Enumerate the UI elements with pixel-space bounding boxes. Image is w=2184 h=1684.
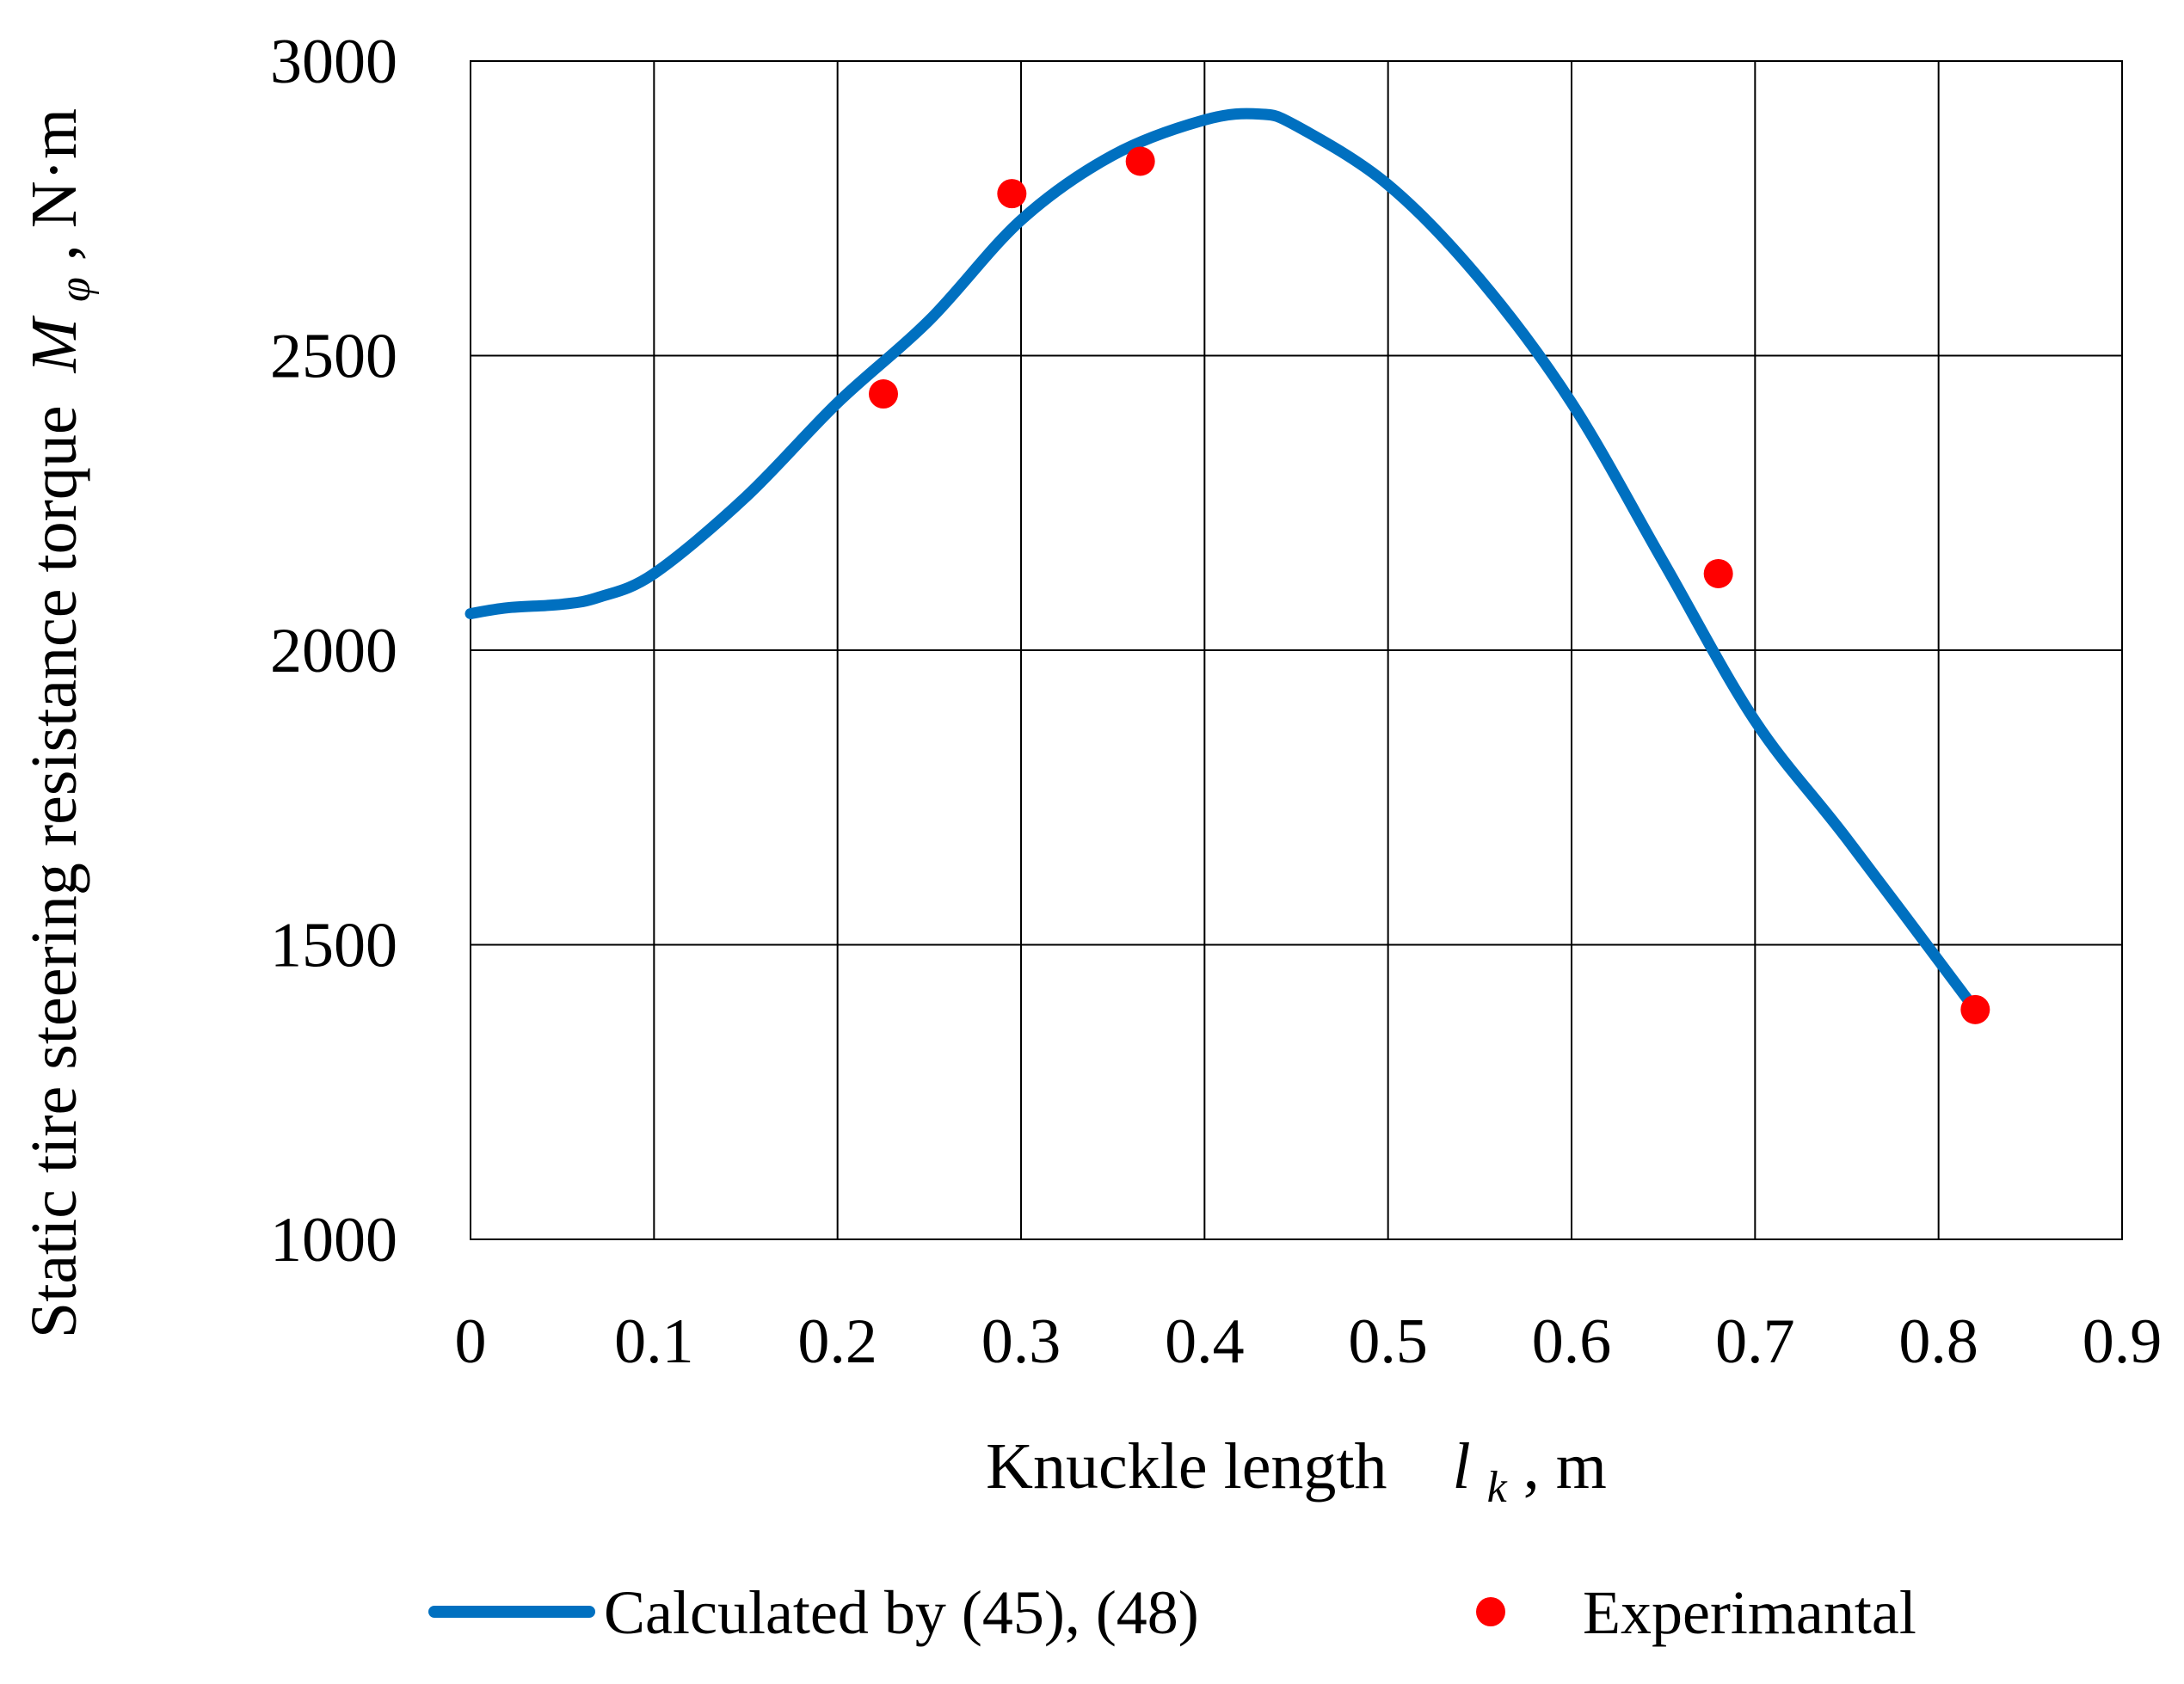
x-tick-label: 0.9 (2082, 1306, 2162, 1377)
y-axis-title-main: Static tire steering resistance torque (18, 389, 90, 1338)
x-tick-label: 0.8 (1898, 1306, 1978, 1377)
legend-dot-swatch (1476, 1597, 1505, 1626)
calculated-series-line (464, 108, 1981, 1016)
x-axis-title-main: Knuckle length (986, 1430, 1387, 1503)
experimental-point (1960, 994, 1990, 1024)
experimental-point (1703, 558, 1733, 588)
x-axis-title-var: l (1453, 1430, 1471, 1503)
x-tick-label: 0.1 (614, 1306, 694, 1377)
y-tick-label: 1500 (270, 911, 397, 981)
legend: Calculated by (45), (48) Experimantal (428, 1578, 1916, 1647)
y-axis-title-unit: , N·m (18, 108, 90, 261)
series-layer (464, 108, 1990, 1024)
x-tick-label: 0.2 (797, 1306, 877, 1377)
y-axis-title-var: M (18, 315, 90, 373)
experimental-point (997, 179, 1027, 209)
tick-label-layer: 0 0.1 0.2 0.3 0.4 0.5 0.6 0.7 0.8 0.9 1000 1500 2000… (270, 27, 2162, 1377)
y-axis-title: Static tire steering resistance torque M… (18, 108, 104, 1338)
x-axis-title-sub: k (1487, 1463, 1508, 1512)
x-tick-label: 0.6 (1532, 1306, 1612, 1377)
legend-line-label: Calculated by (45), (48) (604, 1578, 1199, 1647)
x-tick-label: 0.7 (1715, 1306, 1795, 1377)
experimental-point (869, 379, 898, 409)
x-axis-title-spacer (1404, 1430, 1437, 1503)
y-tick-label: 3000 (270, 27, 397, 97)
experimental-point (1125, 146, 1155, 176)
x-tick-label: 0.4 (1165, 1306, 1245, 1377)
legend-dot-label: Experimantal (1583, 1578, 1916, 1647)
x-axis-title-unit: , m (1523, 1430, 1607, 1503)
x-axis-title: Knuckle length l k , m (986, 1430, 1607, 1516)
x-tick-label: 0 (455, 1306, 487, 1377)
x-tick-label: 0.3 (981, 1306, 1061, 1377)
y-tick-label: 2000 (270, 616, 397, 686)
plot-area-frame (470, 60, 2123, 1240)
x-tick-label: 0.5 (1348, 1306, 1428, 1377)
y-tick-label: 1000 (270, 1205, 397, 1275)
y-tick-label: 2500 (270, 322, 397, 392)
y-axis-title-sub: φ (51, 277, 100, 302)
